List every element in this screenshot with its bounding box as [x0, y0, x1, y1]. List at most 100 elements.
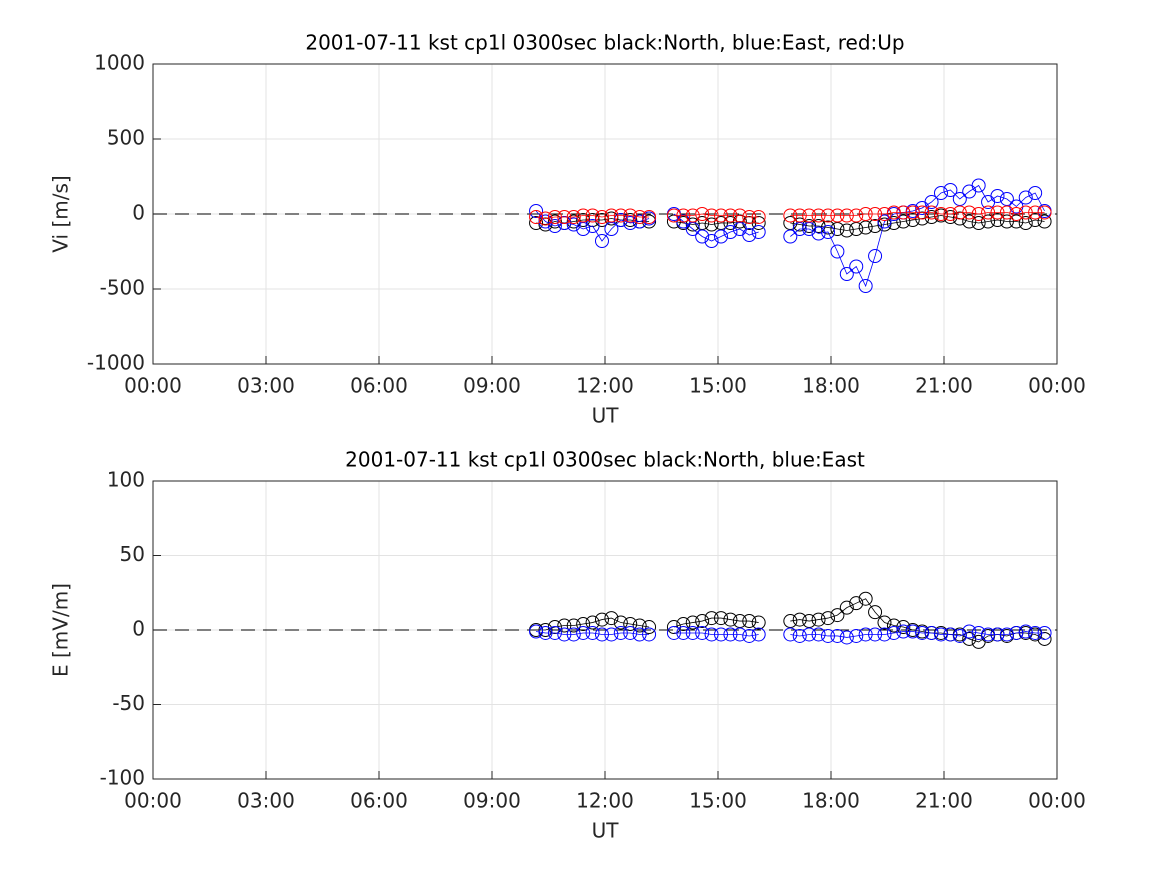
- data-point: [1037, 625, 1052, 640]
- data-point: [868, 219, 883, 233]
- data-point: [933, 207, 948, 221]
- x-tick-label: 06:00: [350, 374, 408, 398]
- data-point: [1028, 186, 1043, 200]
- data-point: [905, 624, 920, 639]
- data-point: [538, 214, 553, 229]
- data-point: [604, 208, 619, 223]
- x-axis-label: UT: [592, 819, 620, 843]
- x-tick-label: 03:00: [237, 789, 295, 813]
- x-tick-label: 00:00: [1028, 789, 1086, 813]
- x-tick-label: 09:00: [463, 374, 521, 398]
- data-point: [566, 210, 581, 224]
- x-tick-label: 00:00: [1028, 374, 1086, 398]
- data-point: [849, 596, 864, 611]
- data-point: [792, 208, 807, 223]
- data-point: [820, 628, 835, 643]
- data-point: [915, 205, 930, 220]
- data-point: [981, 205, 996, 220]
- data-point: [792, 628, 807, 643]
- data-point: [723, 627, 738, 642]
- data-point: [604, 627, 619, 642]
- data-point: [576, 617, 591, 632]
- x-tick-label: 03:00: [237, 374, 295, 398]
- data-point: [971, 207, 986, 221]
- data-point: [924, 195, 939, 209]
- data-point: [830, 244, 845, 259]
- data-point: [585, 625, 600, 640]
- x-tick-label: 06:00: [350, 789, 408, 813]
- data-point: [538, 211, 553, 226]
- data-point: [877, 214, 892, 229]
- data-point: [714, 627, 729, 642]
- y-axis-label: E [mV/m]: [49, 583, 73, 677]
- data-point: [839, 208, 854, 223]
- data-point: [830, 608, 845, 623]
- data-point: [962, 624, 977, 639]
- data-point: [1028, 205, 1043, 220]
- data-point: [594, 627, 609, 642]
- data-point: [547, 210, 562, 224]
- data-point: [623, 617, 638, 632]
- data-point: [723, 225, 738, 239]
- data-point: [566, 618, 581, 633]
- data-point: [868, 207, 883, 221]
- data-point: [792, 217, 807, 232]
- data-point: [896, 205, 911, 220]
- data-point: [952, 205, 967, 220]
- data-point: [811, 226, 826, 241]
- data-point: [529, 210, 544, 224]
- data-point: [723, 208, 738, 223]
- data-point: [943, 183, 958, 197]
- data-point: [896, 624, 911, 639]
- data-point: [868, 249, 883, 263]
- x-tick-label: 00:00: [124, 789, 182, 813]
- data-point: [676, 617, 691, 632]
- data-point: [623, 208, 638, 223]
- x-tick-label: 15:00: [689, 789, 747, 813]
- data-point: [547, 214, 562, 229]
- data-point: [943, 207, 958, 221]
- data-point: [886, 205, 901, 220]
- chart-title: 2001-07-11 kst cp1l 0300sec black:North,…: [345, 448, 865, 472]
- data-point: [811, 612, 826, 627]
- data-point: [802, 627, 817, 642]
- data-point: [642, 627, 657, 642]
- data-point: [886, 216, 901, 230]
- data-point: [802, 208, 817, 223]
- x-axis-label: UT: [592, 404, 620, 428]
- data-point: [924, 625, 939, 640]
- data-point: [802, 219, 817, 233]
- data-point: [576, 625, 591, 640]
- axes-box: [152, 63, 1058, 365]
- data-point: [1018, 190, 1033, 205]
- data-point: [632, 210, 647, 224]
- data-point: [685, 615, 700, 630]
- x-tick-label: 18:00: [802, 789, 860, 813]
- data-point: [971, 216, 986, 230]
- data-point: [792, 612, 807, 627]
- data-point: [971, 178, 986, 193]
- data-point: [742, 210, 757, 224]
- data-point: [811, 208, 826, 223]
- data-point: [594, 234, 609, 248]
- y-tick-label: 500: [107, 126, 145, 150]
- data-point: [732, 208, 747, 223]
- data-point: [695, 614, 710, 629]
- data-point: [623, 213, 638, 227]
- data-point: [820, 208, 835, 223]
- data-point: [704, 217, 719, 232]
- data-point: [990, 189, 1005, 203]
- y-tick-label: -50: [112, 691, 145, 715]
- x-tick-label: 21:00: [915, 374, 973, 398]
- data-point: [585, 219, 600, 233]
- data-point: [830, 628, 845, 643]
- data-point: [676, 625, 691, 640]
- data-point: [604, 211, 619, 226]
- data-point: [924, 205, 939, 220]
- data-point: [557, 627, 572, 642]
- x-tick-label: 00:00: [124, 374, 182, 398]
- data-point: [529, 624, 544, 639]
- data-point: [557, 618, 572, 633]
- data-point: [915, 625, 930, 640]
- data-point: [529, 216, 544, 230]
